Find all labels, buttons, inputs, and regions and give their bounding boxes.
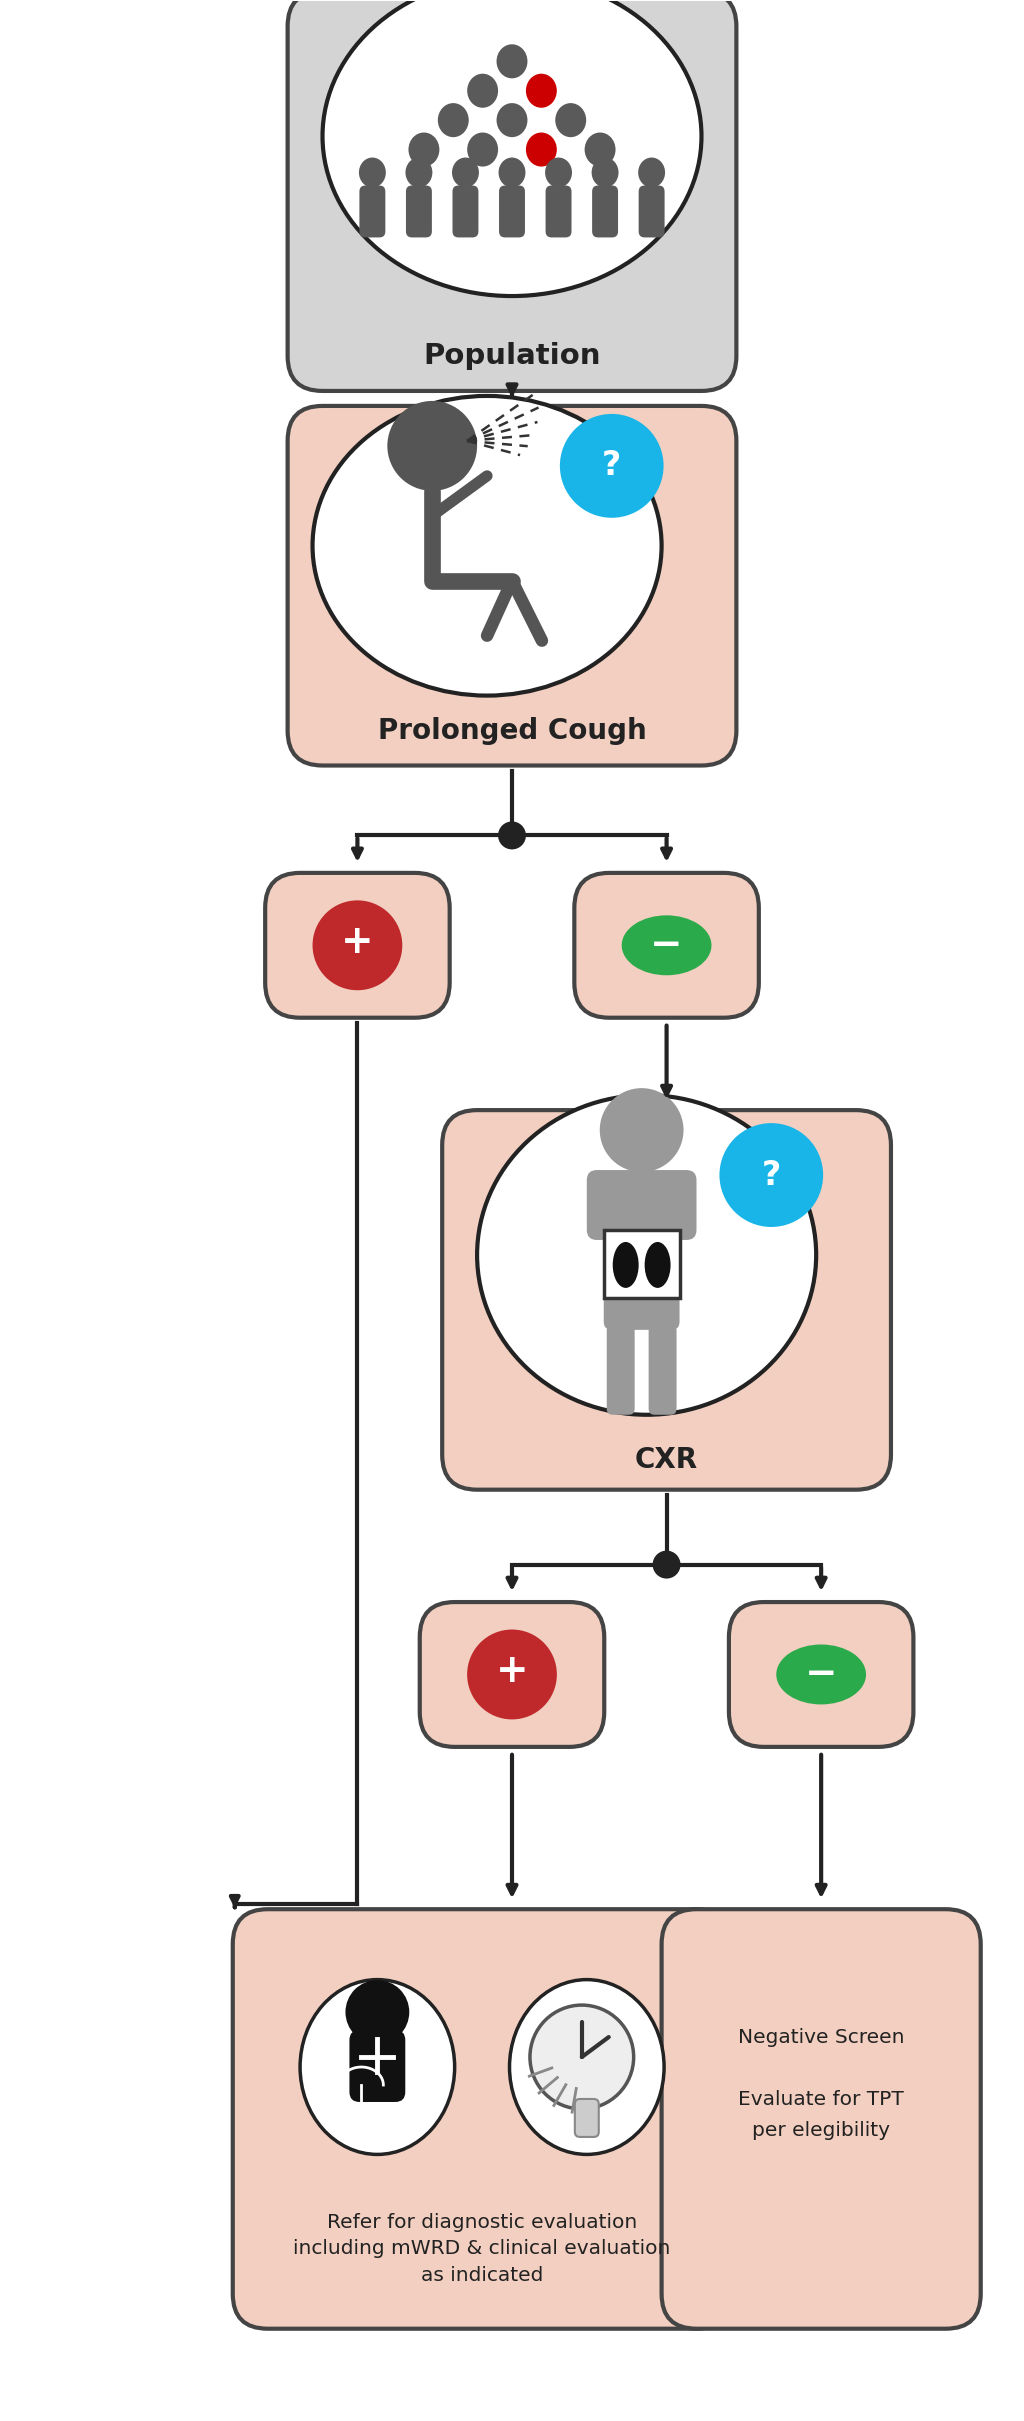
Circle shape — [600, 1087, 684, 1172]
Text: CXR: CXR — [635, 1445, 698, 1474]
Ellipse shape — [477, 1094, 816, 1414]
FancyBboxPatch shape — [574, 2099, 599, 2138]
Text: +: + — [496, 1654, 528, 1690]
FancyBboxPatch shape — [662, 1910, 981, 2329]
FancyBboxPatch shape — [442, 1111, 891, 1489]
Ellipse shape — [300, 1980, 455, 2155]
Ellipse shape — [612, 1242, 639, 1288]
Text: +: + — [341, 922, 374, 961]
Ellipse shape — [622, 915, 712, 976]
Ellipse shape — [406, 157, 432, 186]
FancyBboxPatch shape — [288, 0, 736, 390]
Ellipse shape — [467, 133, 498, 167]
FancyBboxPatch shape — [232, 1910, 731, 2329]
Text: −: − — [650, 927, 683, 964]
FancyBboxPatch shape — [604, 1235, 680, 1329]
Ellipse shape — [452, 157, 479, 186]
Circle shape — [312, 901, 402, 990]
Circle shape — [652, 1549, 681, 1578]
Text: Negative Screen

Evaluate for TPT
per elegibility: Negative Screen Evaluate for TPT per ele… — [738, 2029, 904, 2140]
Text: Refer for diagnostic evaluation
including mWRD & clinical evaluation
as indicate: Refer for diagnostic evaluation includin… — [294, 2213, 671, 2285]
Ellipse shape — [499, 157, 525, 186]
Text: Population: Population — [423, 341, 601, 370]
Ellipse shape — [467, 73, 498, 109]
FancyBboxPatch shape — [288, 407, 736, 765]
Ellipse shape — [638, 157, 665, 186]
Text: ?: ? — [762, 1160, 781, 1191]
Ellipse shape — [510, 1980, 665, 2155]
Ellipse shape — [592, 157, 618, 186]
Ellipse shape — [497, 44, 527, 77]
FancyBboxPatch shape — [648, 1324, 677, 1414]
Circle shape — [560, 414, 664, 518]
Circle shape — [387, 402, 477, 491]
Circle shape — [530, 2005, 634, 2109]
Ellipse shape — [312, 397, 662, 695]
Ellipse shape — [776, 1644, 866, 1704]
FancyBboxPatch shape — [592, 186, 618, 237]
Circle shape — [345, 1980, 410, 2043]
FancyBboxPatch shape — [604, 1230, 680, 1298]
FancyBboxPatch shape — [587, 1169, 696, 1240]
Circle shape — [498, 821, 526, 850]
Ellipse shape — [497, 104, 527, 138]
Circle shape — [720, 1123, 823, 1227]
FancyBboxPatch shape — [420, 1603, 604, 1748]
Text: ?: ? — [602, 450, 622, 482]
FancyBboxPatch shape — [607, 1324, 635, 1414]
FancyBboxPatch shape — [639, 186, 665, 237]
Ellipse shape — [555, 104, 586, 138]
FancyBboxPatch shape — [499, 186, 525, 237]
Ellipse shape — [323, 0, 701, 295]
FancyBboxPatch shape — [349, 2031, 406, 2101]
Text: −: − — [805, 1656, 838, 1692]
Ellipse shape — [359, 157, 386, 186]
FancyBboxPatch shape — [546, 186, 571, 237]
Ellipse shape — [585, 133, 615, 167]
Text: Prolonged Cough: Prolonged Cough — [378, 717, 646, 746]
FancyBboxPatch shape — [406, 186, 432, 237]
FancyBboxPatch shape — [265, 874, 450, 1017]
Ellipse shape — [526, 133, 557, 167]
FancyBboxPatch shape — [574, 874, 759, 1017]
Ellipse shape — [645, 1242, 671, 1288]
Ellipse shape — [438, 104, 469, 138]
FancyBboxPatch shape — [453, 186, 478, 237]
Circle shape — [467, 1629, 557, 1719]
Ellipse shape — [526, 73, 557, 109]
FancyBboxPatch shape — [729, 1603, 913, 1748]
Circle shape — [356, 2106, 367, 2116]
Ellipse shape — [545, 157, 572, 186]
FancyBboxPatch shape — [359, 186, 385, 237]
Ellipse shape — [409, 133, 439, 167]
